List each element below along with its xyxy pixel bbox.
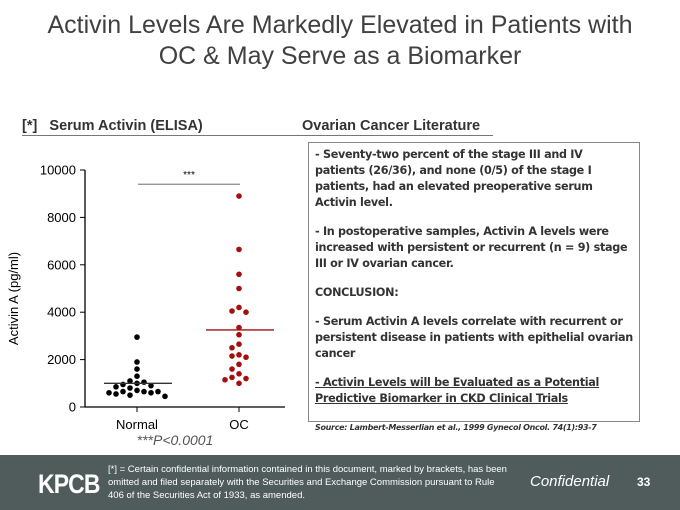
y-tick-label: 6000	[47, 257, 76, 272]
data-point-oc	[243, 375, 249, 382]
slide-title: Activin Levels Are Markedly Elevated in …	[0, 10, 680, 72]
page-number: 33	[637, 475, 651, 489]
data-point-normal	[148, 382, 154, 389]
data-point-oc	[243, 354, 249, 361]
data-point-oc	[236, 361, 242, 368]
data-point-normal	[106, 389, 112, 396]
literature-box: - Seventy-two percent of the stage III a…	[308, 142, 640, 432]
data-point-oc	[236, 193, 242, 199]
data-point-normal	[120, 381, 126, 388]
data-point-normal	[148, 389, 154, 396]
activin-scatter-chart: 0 2000 4000 6000 8000 10000 Activin A (pg/ml) N…	[6, 163, 285, 448]
data-point-oc	[243, 309, 249, 315]
data-point-oc	[229, 353, 235, 359]
data-point-oc	[236, 304, 242, 311]
right-section-header: Ovarian Cancer Literature	[302, 118, 481, 134]
disclaimer-text: [*] = Certain confidential information c…	[108, 464, 507, 501]
footer-bar: KPCB [*] = Certain confidential informat…	[0, 455, 680, 510]
data-point-normal	[141, 388, 147, 395]
title-line-1: Activin Levels Are Markedly Elevated in …	[47, 11, 633, 39]
y-tick-label: 10000	[40, 163, 76, 178]
data-point-oc	[236, 371, 242, 377]
data-point-normal	[127, 378, 133, 384]
data-point-normal	[120, 388, 126, 395]
data-point-normal	[134, 359, 140, 365]
data-point-oc	[222, 376, 228, 383]
data-point-oc	[229, 344, 235, 351]
data-point-oc	[236, 331, 242, 338]
data-point-normal	[127, 392, 133, 398]
x-tick-label-oc: OC	[229, 417, 249, 432]
y-axis-label: Activin A (pg/ml)	[6, 252, 21, 345]
data-point-oc	[229, 366, 235, 372]
data-point-normal	[141, 379, 147, 385]
data-point-normal	[127, 385, 133, 391]
data-point-normal	[113, 391, 119, 397]
literature-conclusion-heading: CONCLUSION:	[315, 286, 399, 299]
literature-p4: - Serum Activin A levels correlate with …	[315, 315, 633, 360]
significance-stars: ***	[183, 170, 195, 181]
confidential-label: Confidential	[530, 473, 610, 490]
data-point-oc	[229, 374, 235, 381]
literature-p5: - Activin Levels will be Evaluated as a …	[315, 376, 600, 405]
kpcb-logo: KPCB	[38, 469, 100, 499]
data-point-oc	[229, 308, 235, 314]
data-point-oc	[236, 380, 242, 387]
data-point-normal	[162, 393, 168, 400]
data-point-oc	[236, 324, 242, 331]
y-tick-label: 2000	[47, 352, 76, 367]
data-point-oc	[236, 246, 242, 253]
left-section-header: [*] Serum Activin (ELISA)	[22, 118, 203, 134]
y-tick-label: 0	[69, 400, 76, 415]
data-point-oc	[236, 341, 242, 347]
data-point-normal	[134, 373, 140, 379]
title-line-2: OC & May Serve as a Biomarker	[158, 42, 522, 70]
header-divider	[22, 135, 493, 136]
data-point-normal	[113, 384, 119, 390]
data-point-oc	[236, 271, 242, 278]
left-header-label: Serum Activin (ELISA)	[49, 118, 203, 134]
literature-p2: - In postoperative samples, Activin A le…	[315, 225, 628, 270]
data-point-normal	[155, 388, 161, 395]
data-point-normal	[134, 334, 140, 340]
data-point-normal	[134, 387, 140, 394]
data-point-oc	[236, 352, 242, 358]
data-point-normal	[134, 366, 140, 372]
y-tick-label: 8000	[47, 210, 76, 225]
p-value-note: ***P<0.0001	[137, 432, 214, 448]
x-tick-label-normal: Normal	[116, 417, 158, 432]
confidential-marker: [*]	[22, 118, 38, 134]
literature-source: Source: Lambert-Messerlian et al., 1999 …	[315, 423, 597, 432]
literature-p1: - Seventy-two percent of the stage III a…	[315, 148, 593, 209]
data-point-oc	[236, 285, 242, 292]
y-tick-label: 4000	[47, 305, 76, 320]
